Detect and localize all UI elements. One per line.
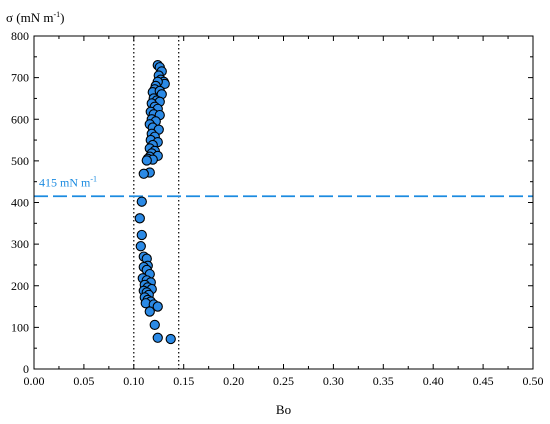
data-point-67 (152, 301, 163, 312)
y-axis-label-sup: -1 (53, 10, 60, 19)
x-tick-label: 0.40 (423, 374, 444, 388)
x-axis-ticks: 0.00 0.05 0.10 0.15 0.20 0.25 0.30 0.35 0.40 0.45… (24, 36, 544, 388)
data-point-43 (136, 196, 147, 207)
y-tick-label: 0 (23, 362, 29, 376)
y-tick-label: 300 (11, 237, 29, 251)
data-point-44 (134, 213, 145, 224)
vertical-reference-lines (133, 36, 180, 369)
data-point-70 (152, 332, 163, 343)
reference-line-label-sup: -1 (90, 174, 97, 183)
data-point-45 (136, 229, 147, 241)
x-tick-label: 0.00 (24, 374, 45, 388)
x-tick-label: 0.10 (123, 374, 144, 388)
y-tick-label: 700 (11, 71, 29, 85)
x-tick-label: 0.50 (523, 374, 544, 388)
data-point-46 (135, 241, 146, 252)
y-tick-label: 200 (11, 279, 29, 293)
data-point-68 (144, 306, 155, 317)
y-tick-label: 800 (11, 29, 29, 43)
y-tick-label: 100 (11, 320, 29, 334)
y-axis-label-base: σ (mN m (6, 10, 53, 25)
x-tick-label: 0.25 (273, 374, 294, 388)
x-axis-label: Bo (276, 402, 291, 417)
plot-frame (33, 35, 534, 370)
x-tick-label: 0.30 (323, 374, 344, 388)
y-axis-label-close: ) (60, 10, 64, 25)
reference-line-label-base: 415 mN m (39, 175, 91, 189)
data-points (134, 59, 176, 345)
data-point-71 (165, 333, 176, 345)
data-point-40 (141, 155, 152, 166)
y-tick-label: 600 (11, 112, 29, 126)
x-tick-label: 0.05 (73, 374, 94, 388)
data-point-42 (138, 168, 149, 179)
x-tick-label: 0.20 (223, 374, 244, 388)
y-axis-label: σ (mN m-1) (6, 10, 64, 25)
x-tick-label: 0.35 (373, 374, 394, 388)
y-axis-ticks: 0 100 200 300 400 500 600 700 800 (11, 29, 533, 376)
y-tick-label: 400 (11, 196, 29, 210)
data-point-69 (149, 319, 160, 331)
y-tick-label: 500 (11, 154, 29, 168)
x-tick-label: 0.45 (473, 374, 494, 388)
reference-line-label: 415 mN m-1 (39, 174, 97, 189)
x-tick-label: 0.15 (173, 374, 194, 388)
